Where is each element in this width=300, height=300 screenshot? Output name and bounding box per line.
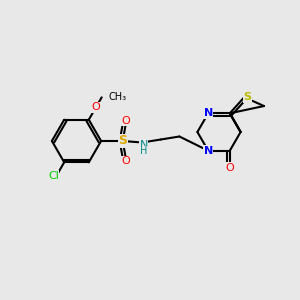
Text: CH₃: CH₃ bbox=[108, 92, 126, 102]
Text: Cl: Cl bbox=[48, 171, 59, 181]
Text: S: S bbox=[243, 92, 251, 102]
Text: N: N bbox=[204, 108, 213, 118]
Text: O: O bbox=[121, 156, 130, 166]
Text: H: H bbox=[140, 146, 147, 157]
Text: O: O bbox=[225, 163, 234, 173]
Text: S: S bbox=[118, 134, 127, 148]
Text: N: N bbox=[140, 140, 148, 151]
Text: O: O bbox=[92, 102, 100, 112]
Text: N: N bbox=[204, 146, 213, 156]
Text: O: O bbox=[121, 116, 130, 126]
